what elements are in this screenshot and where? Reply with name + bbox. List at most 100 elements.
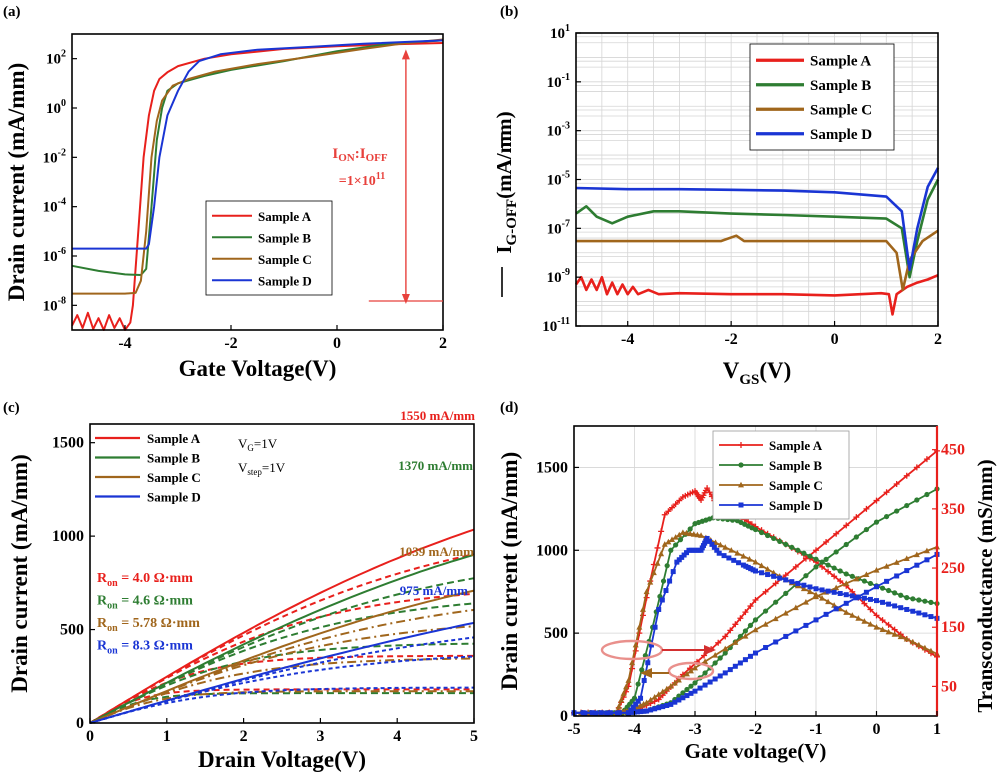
data-marker <box>648 707 654 713</box>
data-marker <box>803 573 809 579</box>
x-tick-label: -2 <box>724 331 737 348</box>
series-line-0 <box>574 274 939 316</box>
data-marker <box>656 705 662 711</box>
data-marker <box>687 526 693 532</box>
data-marker <box>928 599 934 605</box>
x-tick-label: -3 <box>688 721 701 738</box>
data-marker <box>913 551 920 558</box>
data-marker <box>891 631 898 637</box>
data-marker <box>722 633 729 640</box>
data-marker <box>825 568 832 575</box>
tick-base: 10 <box>43 150 58 166</box>
data-marker <box>879 585 886 591</box>
data-marker <box>625 677 632 683</box>
data-marker <box>867 621 874 627</box>
data-marker <box>849 573 855 579</box>
data-marker <box>927 647 934 654</box>
x-tick-label: -1 <box>809 721 822 738</box>
legend-label: Sample A <box>258 209 312 224</box>
y2-tick-label: 350 <box>941 501 965 518</box>
data-marker <box>582 710 588 716</box>
data-marker <box>702 682 708 688</box>
data-marker <box>738 481 744 488</box>
saturation-current-label: 1370 mA/mm <box>398 458 473 473</box>
data-marker <box>813 591 819 598</box>
data-marker <box>855 594 861 600</box>
y-tick-label: 0 <box>560 708 568 725</box>
data-marker <box>746 555 753 562</box>
data-marker <box>853 514 860 521</box>
x-axis-title: Gate voltage(V) <box>685 739 827 763</box>
data-marker <box>638 695 644 701</box>
y-tick-label: 10-8 <box>43 295 66 314</box>
tick-base: 10 <box>43 249 58 265</box>
data-marker <box>679 529 686 535</box>
data-marker <box>922 598 928 604</box>
data-marker <box>863 571 870 577</box>
data-marker <box>783 541 789 547</box>
series-line-1 <box>575 178 940 279</box>
data-marker <box>823 611 829 617</box>
data-marker <box>659 688 666 695</box>
data-marker <box>863 526 870 533</box>
y-tick-label: 1000 <box>536 542 568 559</box>
ratio-text: :I <box>355 146 366 162</box>
legend-label: Sample A <box>810 53 871 69</box>
data-marker <box>702 658 709 664</box>
data-marker <box>732 663 738 669</box>
data-marker <box>747 653 753 659</box>
legend-label: Sample B <box>810 78 871 94</box>
data-marker <box>688 683 694 689</box>
data-marker <box>910 596 916 602</box>
data-marker <box>783 633 789 639</box>
tick-exponent: -2 <box>58 147 66 158</box>
data-marker <box>904 502 910 509</box>
data-marker <box>677 537 684 543</box>
data-marker <box>593 710 599 716</box>
tick-base: 10 <box>550 26 565 42</box>
data-marker <box>712 660 718 666</box>
data-marker <box>823 539 830 545</box>
data-marker <box>736 560 742 566</box>
data-marker <box>923 547 930 554</box>
data-marker <box>659 597 665 603</box>
data-marker <box>604 710 610 716</box>
data-marker <box>837 568 843 574</box>
id-curve-ellipse <box>667 661 715 681</box>
data-marker <box>759 570 765 576</box>
data-marker <box>837 578 844 585</box>
data-marker <box>717 673 723 679</box>
y-tick-label: 0 <box>76 715 84 732</box>
y-tick-label: 10-2 <box>43 147 66 166</box>
data-marker <box>904 606 910 612</box>
data-marker <box>914 562 920 568</box>
data-marker <box>651 694 658 700</box>
data-marker <box>732 621 739 628</box>
data-marker <box>620 690 627 696</box>
data-marker <box>893 481 900 487</box>
data-marker <box>740 553 747 559</box>
output-curve <box>89 642 475 724</box>
data-marker <box>712 676 718 682</box>
data-marker <box>747 622 754 629</box>
data-marker <box>738 502 744 508</box>
tick-exponent: -6 <box>58 246 66 257</box>
data-marker <box>663 685 670 692</box>
data-marker <box>752 558 759 565</box>
data-marker <box>861 578 868 584</box>
x-tick-label: -2 <box>749 721 762 738</box>
data-marker <box>676 531 683 538</box>
y-tick-label: 100 <box>46 98 66 117</box>
data-marker <box>598 710 604 716</box>
y-tick-label: 500 <box>60 622 84 639</box>
legend-label: Sample D <box>769 498 823 513</box>
ron-subscript: on <box>107 646 118 657</box>
data-marker <box>647 696 654 703</box>
data-marker <box>795 547 801 553</box>
data-marker <box>894 508 900 514</box>
data-marker <box>843 522 850 529</box>
data-marker <box>782 610 789 616</box>
data-marker <box>654 560 661 566</box>
data-marker <box>752 617 759 623</box>
data-marker <box>924 557 930 563</box>
